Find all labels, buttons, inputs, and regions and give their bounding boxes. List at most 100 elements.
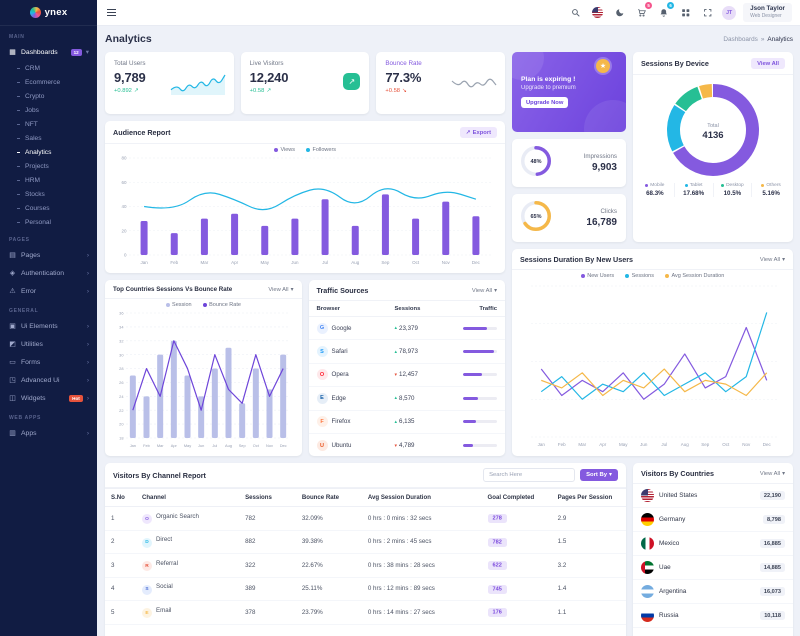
bounce-rate-sparkline <box>451 74 497 97</box>
content: Analytics Dashboards » Analytics Total U… <box>97 26 800 636</box>
trend-up-icon: ↗ <box>133 88 139 94</box>
user-menu[interactable]: Json Taylor Web Designer <box>743 2 792 23</box>
sidebar-item-advanced-ui[interactable]: ◳ Advanced Ui › <box>9 376 89 385</box>
stat-label: Clicks <box>600 208 618 215</box>
svg-text:Nov: Nov <box>442 260 451 265</box>
sidebar: ynex MAIN ▦ Dashboards 12 ▾ CRM Ecommerce Crypt… <box>0 0 97 636</box>
sidebar-item-ui-elements[interactable]: ▣ Ui Elements › <box>9 322 89 331</box>
flag-de-icon <box>641 513 654 526</box>
ubuntu-icon: U <box>316 440 328 452</box>
language-flag-icon[interactable] <box>590 5 605 20</box>
trend-up-icon: ▴ <box>394 418 398 425</box>
breadcrumb-parent[interactable]: Dashboards <box>723 35 758 43</box>
sidebar-section-heading: WEB APPS <box>9 415 42 421</box>
sidebar-subitem-courses[interactable]: Courses <box>0 201 97 215</box>
sort-by-button[interactable]: Sort By ▾ <box>580 469 618 481</box>
sidebar-subitem-projects[interactable]: Projects <box>0 159 97 173</box>
widgets-icon: ◫ <box>9 395 16 402</box>
apps-grid-icon[interactable] <box>678 5 693 20</box>
notifications-icon[interactable]: 6 <box>656 2 675 20</box>
svg-text:Mar: Mar <box>578 442 586 447</box>
country-row: Argentina 16,073 <box>633 580 793 604</box>
legend-item[interactable]: Avg Session Duration <box>664 273 724 279</box>
svg-text:Jan: Jan <box>537 442 545 447</box>
sidebar-subitem-jobs[interactable]: Jobs <box>0 103 97 117</box>
sidebar-subitem-nft[interactable]: NFT <box>0 117 97 131</box>
sidebar-item-apps[interactable]: ▥ Apps › <box>9 429 89 438</box>
social-icon: S <box>141 584 152 595</box>
avatar[interactable]: JT <box>722 5 737 20</box>
menu-toggle-icon[interactable] <box>105 7 118 19</box>
chevron-right-icon: › <box>86 251 89 259</box>
sidebar-subitem-stocks[interactable]: Stocks <box>0 187 97 201</box>
legend-item[interactable]: Session <box>165 302 192 308</box>
svg-text:Jun: Jun <box>198 443 204 448</box>
country-row: United States 22,190 <box>633 484 793 508</box>
sidebar-item-widgets[interactable]: ◫ Widgets Hot › <box>9 394 89 402</box>
sidebar-subitem-personal[interactable]: Personal <box>0 215 97 229</box>
authentication-icon: ◈ <box>9 270 16 277</box>
svg-text:May: May <box>184 443 191 448</box>
dark-mode-icon[interactable] <box>612 5 627 20</box>
country-value-badge: 16,073 <box>759 587 785 596</box>
country-row: Russia 10,118 <box>633 604 793 628</box>
stat-value: 77.3% <box>385 70 422 85</box>
svg-text:Sep: Sep <box>381 260 390 265</box>
svg-text:48%: 48% <box>530 159 541 165</box>
country-value-badge: 8,798 <box>763 515 785 524</box>
svg-text:Mar: Mar <box>157 443 164 448</box>
svg-text:Jan: Jan <box>140 260 148 265</box>
view-all-button[interactable]: View All <box>751 58 785 69</box>
search-icon[interactable] <box>568 5 583 20</box>
flag-us-icon <box>641 489 654 502</box>
sidebar-subitem-crm[interactable]: CRM <box>0 61 97 75</box>
legend-item[interactable]: New Users <box>580 273 614 279</box>
legend-item[interactable]: Views <box>273 147 295 153</box>
sidebar-subitem-ecommerce[interactable]: Ecommerce <box>0 75 97 89</box>
traffic-table-header: Browser Sessions Traffic <box>308 301 505 317</box>
legend-item[interactable]: Sessions <box>625 273 654 279</box>
ui-elements-icon: ▣ <box>9 323 16 330</box>
sidebar-subitem-sales[interactable]: Sales <box>0 131 97 145</box>
sidebar-subitem-analytics[interactable]: Analytics <box>0 145 97 159</box>
svg-text:Jun: Jun <box>640 442 648 447</box>
svg-text:Apr: Apr <box>599 442 607 447</box>
organic-search-icon: O <box>141 514 152 524</box>
upgrade-now-button[interactable]: Upgrade Now <box>521 97 569 108</box>
svg-text:Dec: Dec <box>472 260 481 265</box>
safari-icon: S <box>316 346 328 358</box>
svg-text:Feb: Feb <box>170 260 178 265</box>
export-button[interactable]: ↗ Export <box>459 127 497 138</box>
brand[interactable]: ynex <box>0 0 97 26</box>
live-visitors-card: Live Visitors 12,240 +0.58 ↗ ↗ <box>240 52 370 114</box>
column-header: Channel <box>135 488 240 507</box>
fullscreen-icon[interactable] <box>700 5 715 20</box>
legend-item[interactable]: Followers <box>306 147 336 153</box>
sidebar-item-authentication[interactable]: ◈ Authentication › <box>9 269 89 278</box>
country-value-badge: 16,885 <box>759 539 785 548</box>
trend-down-icon: ▾ <box>394 442 398 449</box>
sidebar-item-dashboards[interactable]: ▦ Dashboards 12 ▾ <box>9 48 89 56</box>
card-title: Visitors By Channel Report <box>113 470 206 480</box>
sidebar-item-utilities[interactable]: ◩ Utilities › <box>9 340 89 349</box>
view-all-button[interactable]: View All ▾ <box>471 287 497 294</box>
sidebar-subitem-crypto[interactable]: Crypto <box>0 89 97 103</box>
legend-item[interactable]: Bounce Rate <box>202 302 241 308</box>
sidebar-item-pages[interactable]: ▤ Pages › <box>9 251 89 260</box>
opera-icon: O <box>316 369 328 381</box>
sidebar-badge: 12 <box>70 48 82 56</box>
stat-change: +0.892 ↗ <box>114 88 139 94</box>
view-all-button[interactable]: View All ▾ <box>268 286 294 293</box>
card-title: Visitors By Countries <box>641 469 714 478</box>
sidebar-item-error[interactable]: ⚠ Error › <box>9 287 89 296</box>
search-input[interactable] <box>483 468 576 482</box>
view-all-button[interactable]: View All ▾ <box>759 256 785 263</box>
sidebar-item-forms[interactable]: ▭ Forms › <box>9 358 89 367</box>
goal-badge: 622 <box>487 561 507 571</box>
view-all-button[interactable]: View All ▾ <box>759 470 785 477</box>
stat-value: 9,789 <box>114 70 146 85</box>
sidebar-subitem-hrm[interactable]: HRM <box>0 173 97 187</box>
direct-icon: D <box>141 537 152 548</box>
svg-text:20: 20 <box>121 228 127 233</box>
cart-icon[interactable]: 5 <box>634 2 653 20</box>
